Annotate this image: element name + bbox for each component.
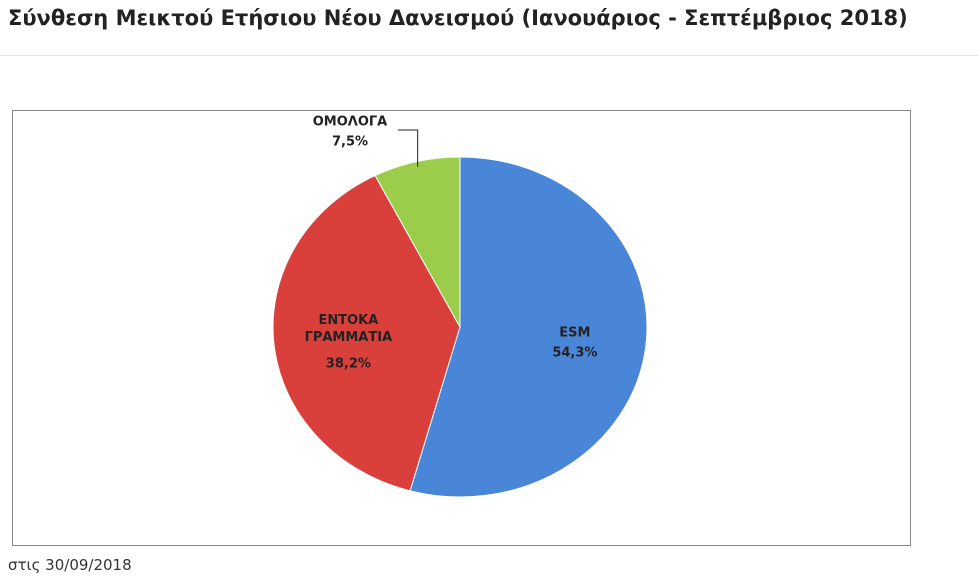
value-label: 38,2% [325,356,371,372]
value-label: 7,5% [331,134,369,150]
pie-slice [409,156,648,498]
value-label: 54,3% [552,345,598,361]
leader-line [398,129,419,167]
chart-frame [12,110,911,546]
footnote: στις 30/09/2018 [8,556,132,574]
slice-label: ΕΝΤΟΚΑ ΓΡΑΜΜΑΤΙΑ [304,313,393,346]
slice-label: ΟΜΟΛΟΓΑ [312,114,388,130]
separator [0,55,978,56]
page-title: Σύνθεση Μεικτού Ετήσιου Νέου Δανεισμού (… [8,6,908,30]
slice-label: ESM [559,325,591,341]
pie-slice [272,174,461,492]
pie-slice [374,156,461,329]
